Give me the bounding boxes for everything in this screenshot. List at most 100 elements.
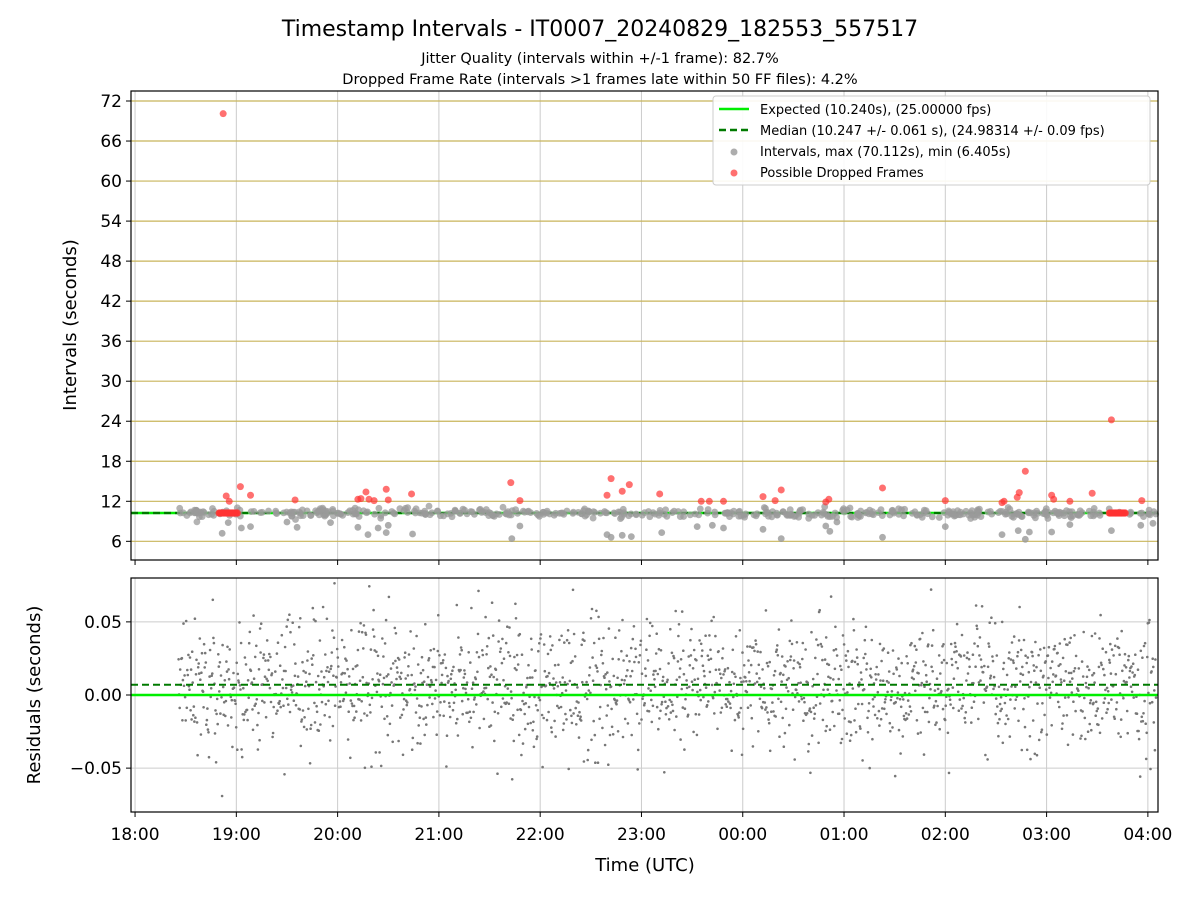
residual-point (1102, 701, 1106, 704)
residual-point (254, 702, 257, 706)
residuals-frame (130, 577, 1159, 813)
residual-point (1113, 717, 1116, 720)
residual-point (671, 709, 675, 713)
residual-point (713, 712, 716, 715)
interval-point (822, 522, 830, 530)
residual-point (759, 650, 762, 654)
interval-point (753, 510, 761, 518)
residual-point (372, 608, 375, 612)
residual-point (939, 672, 942, 675)
residual-point (682, 672, 686, 676)
residual-point (853, 719, 856, 722)
residual-point (878, 724, 881, 727)
residual-point (368, 585, 371, 588)
residual-point (459, 646, 463, 649)
dropped-frame-point (697, 497, 705, 505)
residual-point (663, 771, 666, 774)
residual-point (980, 665, 983, 669)
residual-point (741, 651, 744, 654)
residual-point (1008, 651, 1011, 654)
residual-point (307, 707, 310, 711)
residual-point (670, 651, 674, 655)
interval-point (987, 508, 994, 515)
residual-point (1000, 620, 1004, 624)
interval-point (782, 510, 790, 518)
residual-point (906, 699, 910, 702)
residual-point (1048, 696, 1052, 699)
residual-point (940, 661, 944, 664)
residual-point (791, 708, 795, 711)
residual-point (673, 728, 676, 732)
residual-point (1153, 689, 1156, 692)
intervals-y-tick-label: 30 (100, 372, 122, 392)
residual-point (252, 614, 255, 617)
residual-point (977, 681, 981, 684)
residual-point (375, 690, 379, 694)
residual-point (350, 628, 353, 632)
residual-point (215, 697, 219, 701)
residual-point (1072, 669, 1076, 673)
residual-point (899, 752, 902, 755)
interval-point (819, 508, 827, 516)
residual-point (863, 638, 867, 642)
residual-point (401, 753, 405, 757)
residual-point (854, 730, 858, 734)
residual-point (309, 727, 312, 730)
residual-point (1072, 700, 1075, 703)
residual-point (1129, 685, 1133, 688)
residual-point (359, 719, 363, 722)
dropped-frame-point (1050, 495, 1058, 503)
residual-point (233, 699, 237, 702)
residual-point (623, 717, 627, 721)
residual-point (733, 718, 737, 722)
residual-point (1108, 661, 1112, 664)
residual-point (1057, 664, 1060, 668)
residual-point (1093, 681, 1096, 684)
residual-point (424, 716, 428, 719)
dropped-frame-point (825, 495, 833, 503)
residual-point (814, 656, 817, 660)
residual-point (387, 673, 390, 676)
residual-point (415, 634, 418, 638)
residual-point (462, 686, 465, 690)
residual-point (816, 643, 820, 647)
residual-point (911, 668, 915, 671)
residual-point (312, 654, 315, 657)
interval-point (726, 513, 733, 520)
residual-point (823, 658, 827, 661)
residual-point (435, 733, 439, 736)
residual-point (745, 680, 748, 683)
residual-point (887, 681, 890, 684)
residual-point (279, 705, 283, 709)
residual-point (622, 682, 626, 686)
residual-point (667, 718, 671, 721)
residual-point (271, 735, 274, 739)
residual-point (278, 699, 282, 703)
interval-point (354, 523, 362, 531)
residual-point (349, 699, 353, 702)
residual-point (1090, 728, 1093, 732)
residual-point (719, 672, 722, 676)
residual-point (383, 642, 387, 645)
residual-point (660, 703, 663, 706)
residual-point (543, 669, 547, 673)
residual-point (1104, 650, 1108, 654)
residual-point (420, 705, 423, 708)
time-x-tick-label: 03:00 (1022, 825, 1071, 845)
residual-point (827, 675, 830, 679)
residual-point (851, 659, 854, 663)
residual-point (785, 686, 788, 689)
residual-point (447, 679, 450, 683)
residual-point (308, 762, 312, 765)
residual-point (620, 649, 623, 653)
residual-point (470, 687, 474, 690)
residual-point (1051, 680, 1054, 684)
residual-point (1100, 663, 1103, 667)
residual-point (730, 749, 733, 752)
residual-point (520, 753, 523, 757)
interval-point (1096, 512, 1104, 519)
residual-point (877, 709, 881, 713)
residual-point (706, 654, 710, 657)
residual-point (641, 697, 644, 701)
residual-point (1063, 696, 1067, 699)
